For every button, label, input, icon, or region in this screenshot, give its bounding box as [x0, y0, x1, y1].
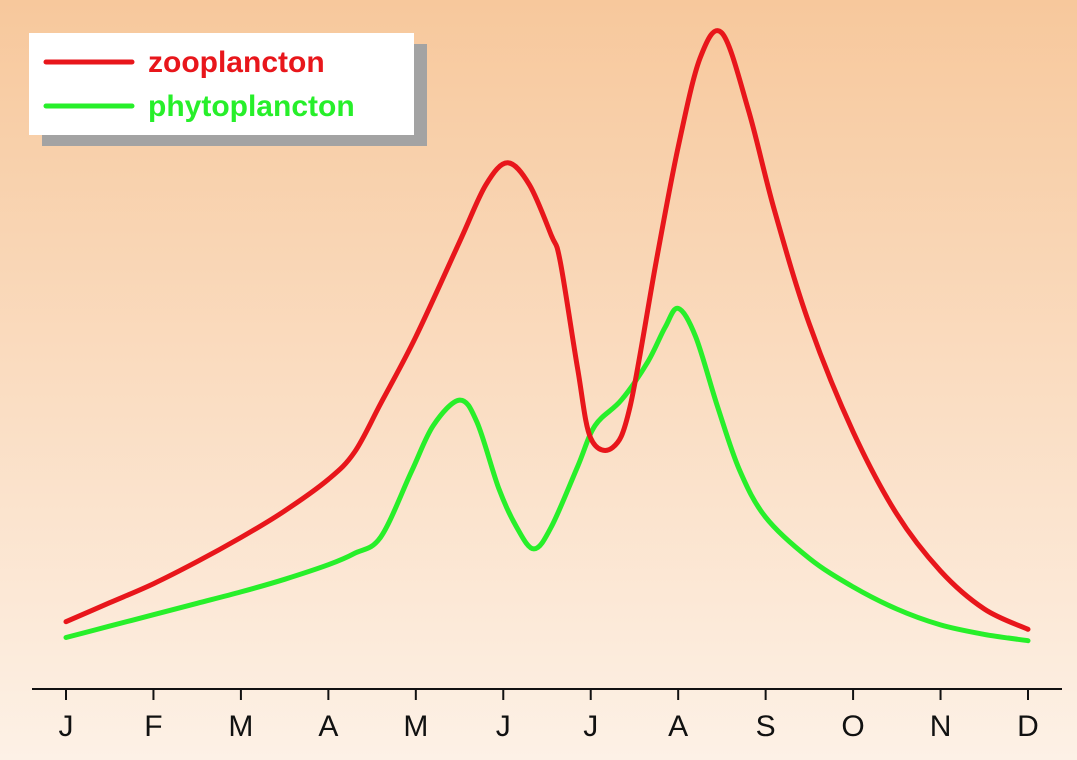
series-line-phytoplancton — [63, 305, 1031, 644]
x-tick-label: F — [144, 710, 162, 743]
series-line-zooplancton — [63, 28, 1031, 632]
x-tick-label: J — [496, 710, 511, 743]
x-tick-label: M — [403, 710, 428, 743]
x-tick-label: M — [228, 710, 253, 743]
legend-label-zooplancton: zooplancton — [148, 46, 325, 79]
x-tick-label: J — [583, 710, 598, 743]
series-group — [63, 28, 1031, 644]
x-tick-label: A — [668, 710, 688, 743]
x-tick-label: O — [841, 710, 864, 743]
legend-label-phytoplancton: phytoplancton — [148, 90, 355, 123]
x-tick-label: S — [756, 710, 776, 743]
x-tick-label: A — [318, 710, 338, 743]
x-tick-label: D — [1017, 710, 1039, 743]
legend: zooplancton phytoplancton — [29, 33, 427, 146]
x-tick-label: N — [930, 710, 952, 743]
x-tick-label: J — [59, 710, 74, 743]
legend-box — [29, 33, 414, 135]
